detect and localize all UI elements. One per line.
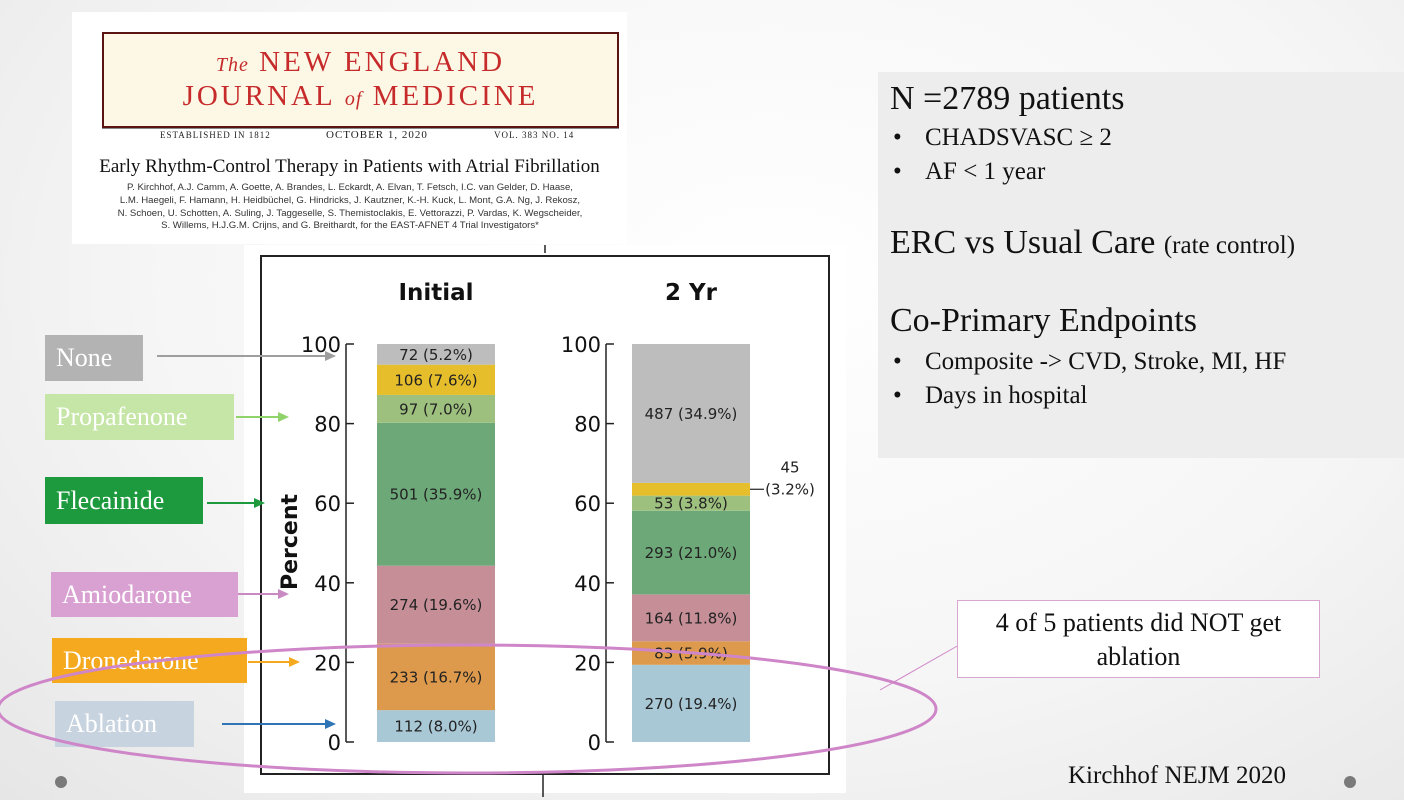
article-title: Early Rhythm-Control Therapy in Patients… [99,156,600,177]
arrow-head [289,657,300,667]
data-label: 164 (11.8%) [645,609,738,627]
data-label: 97 (7.0%) [399,400,473,418]
established-text: ESTABLISHED IN 1812 [160,130,271,140]
data-label: 112 (8.0%) [394,718,477,736]
citation: Kirchhof NEJM 2020 [1068,762,1287,789]
masthead-the: The [215,54,249,76]
bar-segment [377,710,495,742]
bar-segment [632,664,750,742]
legend-amiodarone: Amiodarone [51,572,238,617]
arrow-head [325,719,336,729]
bar-segment [377,643,495,711]
pointer-arrow [238,589,289,599]
y-tick-label: 80 [574,413,601,437]
column-title: Initial [398,280,473,306]
y-tick-label: 100 [301,333,341,357]
endpoints-heading: Co-Primary Endpoints [890,302,1197,339]
pointer-arrow [236,412,289,422]
issue-date: OCTOBER 1, 2020 [326,129,428,141]
data-label: 72 (5.2%) [399,346,473,364]
pointer-arrow [248,657,300,667]
data-label: 233 (16.7%) [390,668,483,686]
y-tick-label: 100 [561,333,601,357]
pointer-arrow [207,498,265,508]
y-tick-label: 20 [314,651,341,675]
author-line: N. Schoen, U. Schotten, A. Suling, J. Ta… [117,207,583,219]
figure-frame [260,255,830,775]
bar-segment [632,482,750,496]
ablation-callout: 4 of 5 patients did NOT get ablation [957,600,1320,678]
bar-segment [632,495,750,511]
callout-connector [879,644,960,691]
masthead-rule [102,128,619,129]
arrow-head [325,351,336,361]
bar-segment [632,510,750,595]
arrow-head [278,589,289,599]
y-tick-label: 40 [314,572,341,596]
bar-group-initial: Initial 0 20 40 60 80 100 112 (8.0%) 233 (16.7%)… [301,280,495,755]
bar-segment [377,565,495,644]
y-tick-label: 60 [314,492,341,516]
data-label: 293 (21.0%) [645,544,738,562]
bar-segment [377,364,495,395]
legend-ablation: Ablation [55,701,194,747]
y-tick-label: 60 [574,492,601,516]
author-line: L.M. Haegeli, F. Hamann, H. Heidbüchel, … [119,194,581,206]
masthead-name: NEW ENGLAND [259,46,506,78]
data-label: 501 (35.9%) [390,486,483,504]
bar-segment [377,422,495,566]
masthead-of: of [344,88,363,110]
nejm-masthead: The NEW ENGLAND JOURNAL of MEDICINE [102,32,619,128]
arrow-head [278,412,289,422]
comparison-heading: ERC vs Usual Care (rate control) [890,224,1296,261]
masthead-medicine: MEDICINE [372,80,539,112]
y-tick-label: 20 [574,651,601,675]
y-tick-label: 0 [588,731,601,755]
bullet-item: • AF < 1 year [893,158,1046,185]
bullet-item: • Days in hospital [893,382,1088,409]
data-label: 53 (3.8%) [654,495,728,513]
bullet-item: • CHADSVASC ≥ 2 [893,124,1112,151]
column-title: 2 Yr [665,280,718,306]
slide-dot [1344,776,1356,788]
annotation-percent: (3.2%) [765,480,815,498]
data-label: 274 (19.6%) [390,596,483,614]
legend-flecainide: Flecainide [45,477,203,524]
pointer-arrow [157,351,336,361]
author-line: P. Kirchhof, A.J. Camm, A. Goette, A. Br… [127,182,573,193]
masthead-journal: JOURNAL [182,80,335,112]
legend-propafenone: Propafenone [45,394,234,440]
pointer-arrow [222,719,336,729]
data-label: 270 (19.4%) [645,695,738,713]
legend-none: None [45,335,143,381]
patient-count: N =2789 patients [890,80,1125,117]
data-label: 106 (7.6%) [394,371,477,389]
journal-header: The NEW ENGLAND JOURNAL of MEDICINE ESTA… [72,12,627,244]
y-axis-title: Percent [278,494,303,591]
bar-segment [632,594,750,642]
bar-segment [632,344,750,483]
y-tick-label: 40 [574,572,601,596]
volume-text: VOL. 383 NO. 14 [494,130,575,140]
arrow-head [254,498,265,508]
bar-segment [377,344,495,365]
data-label: 487 (34.9%) [645,405,738,423]
author-list: P. Kirchhof, A.J. Camm, A. Goette, A. Br… [90,182,610,233]
y-tick-label: 80 [314,413,341,437]
author-line: S. Willems, H.J.G.M. Crijns, and G. Brei… [161,220,539,232]
bullet-item: • Composite -> CVD, Stroke, MI, HF [893,348,1287,375]
y-tick-label: 0 [328,731,341,755]
highlight-ellipse [0,643,938,775]
slide-dot [55,776,67,788]
annotation-count: 45 [780,458,799,476]
study-info-box: N =2789 patients • CHADSVASC ≥ 2 • AF < 1 … [878,72,1404,458]
bar-segment [377,394,495,423]
